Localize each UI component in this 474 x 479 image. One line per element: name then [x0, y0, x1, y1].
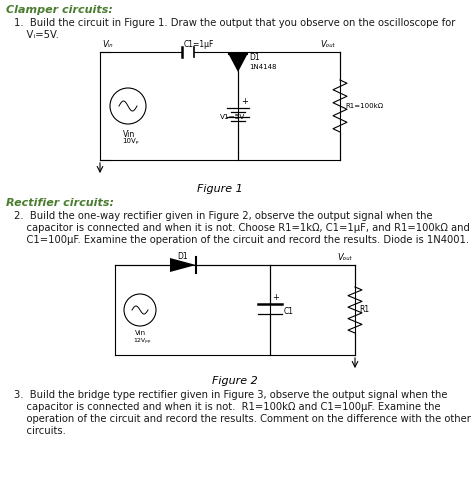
- Polygon shape: [229, 55, 247, 72]
- Text: capacitor is connected and when it is not. Choose R1=1kΩ, C1=1μF, and R1=100kΩ a: capacitor is connected and when it is no…: [14, 223, 470, 233]
- Text: Figure 2: Figure 2: [212, 376, 258, 386]
- Text: +: +: [241, 97, 248, 106]
- Text: Vin: Vin: [123, 130, 135, 139]
- Text: capacitor is connected and when it is not.  R1=100kΩ and C1=100μF. Examine the: capacitor is connected and when it is no…: [14, 402, 441, 412]
- Text: V1=5V: V1=5V: [220, 114, 246, 120]
- Text: C1=100μF. Examine the operation of the circuit and record the results. Diode is : C1=100μF. Examine the operation of the c…: [14, 235, 469, 245]
- Text: 1N4148: 1N4148: [249, 64, 276, 70]
- Text: circuits.: circuits.: [14, 426, 66, 436]
- Text: Rectifier circuits:: Rectifier circuits:: [6, 198, 114, 208]
- Text: D1: D1: [249, 53, 260, 61]
- Text: 12Vₚₚ: 12Vₚₚ: [133, 338, 151, 343]
- Text: Vᵢₙ: Vᵢₙ: [102, 40, 113, 49]
- Polygon shape: [170, 258, 196, 272]
- Text: D1: D1: [178, 252, 188, 261]
- Text: 3.  Build the bridge type rectifier given in Figure 3, observe the output signal: 3. Build the bridge type rectifier given…: [14, 390, 447, 400]
- Text: Vin: Vin: [135, 330, 146, 336]
- Text: Clamper circuits:: Clamper circuits:: [6, 5, 113, 15]
- Text: 10Vₚ: 10Vₚ: [122, 138, 139, 144]
- Text: C1: C1: [284, 307, 294, 316]
- Text: 2.  Build the one-way rectifier given in Figure 2, observe the output signal whe: 2. Build the one-way rectifier given in …: [14, 211, 433, 221]
- Text: Figure 1: Figure 1: [197, 184, 243, 194]
- Text: C1=1μF: C1=1μF: [184, 40, 214, 49]
- Text: +: +: [272, 294, 279, 303]
- Text: Vᵢ=5V.: Vᵢ=5V.: [14, 30, 59, 40]
- Text: R1=100kΩ: R1=100kΩ: [345, 103, 383, 109]
- Text: Vₒᵤₜ: Vₒᵤₜ: [337, 253, 352, 262]
- Text: Vₒᵤₜ: Vₒᵤₜ: [320, 40, 335, 49]
- Text: 1.  Build the circuit in Figure 1. Draw the output that you observe on the oscil: 1. Build the circuit in Figure 1. Draw t…: [14, 18, 456, 28]
- Text: R1: R1: [359, 306, 369, 315]
- Text: operation of the circuit and record the results. Comment on the difference with : operation of the circuit and record the …: [14, 414, 471, 424]
